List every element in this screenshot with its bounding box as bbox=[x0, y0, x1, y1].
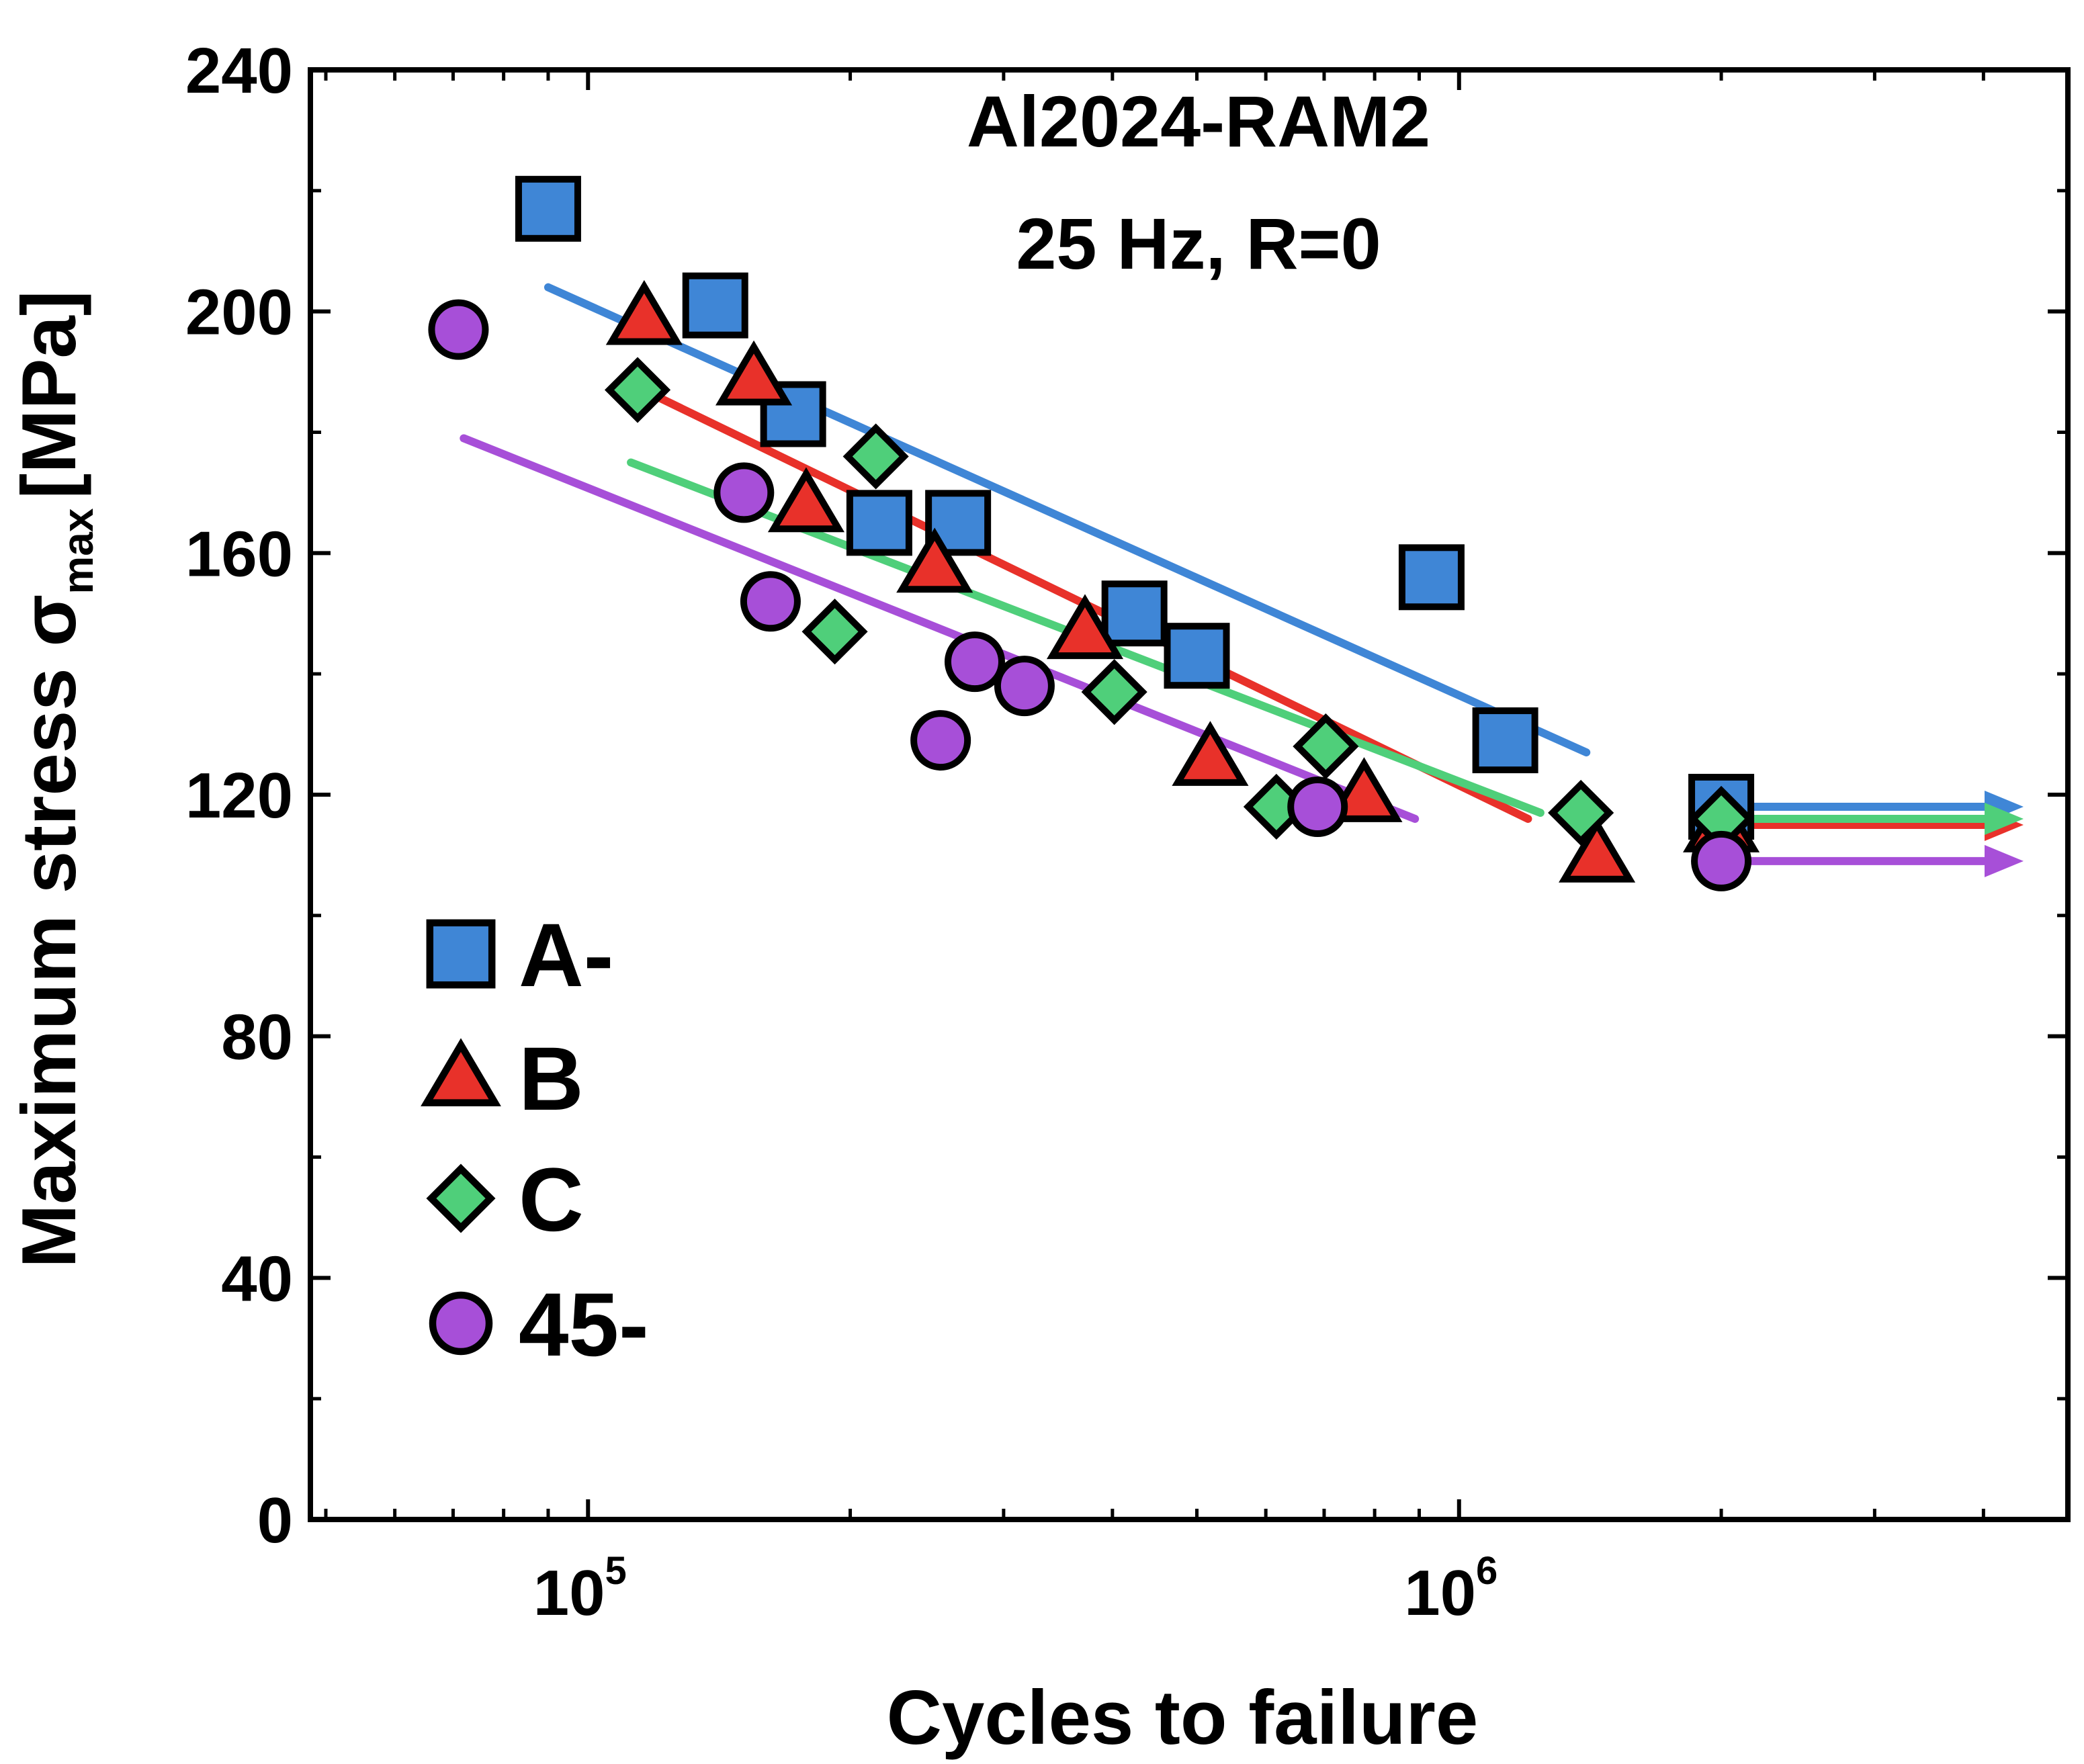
data-point-45 bbox=[944, 631, 1005, 693]
data-point-a bbox=[846, 490, 912, 556]
x-tick-exponent: 5 bbox=[605, 1549, 627, 1593]
data-point-b bbox=[1046, 594, 1124, 660]
legend-marker-c bbox=[426, 1163, 496, 1233]
data-point-45 bbox=[740, 571, 801, 632]
y-tick-label: 240 bbox=[185, 35, 293, 107]
legend-label-c: C bbox=[519, 1150, 584, 1250]
x-tick-exponent: 6 bbox=[1476, 1549, 1497, 1593]
data-point-c bbox=[842, 423, 909, 490]
data-point-b bbox=[896, 527, 973, 593]
data-point-a bbox=[1164, 623, 1230, 689]
data-point-45 bbox=[1691, 830, 1752, 891]
y-tick-label: 120 bbox=[185, 760, 293, 832]
y-axis-title-unit: [MPa] bbox=[7, 290, 92, 498]
runout-arrowhead-c bbox=[1985, 802, 2024, 835]
data-point-45 bbox=[994, 656, 1055, 717]
runout-arrows bbox=[1728, 790, 2024, 877]
fit-line-a bbox=[544, 283, 1591, 757]
x-tick-base: 10 bbox=[1404, 1557, 1476, 1629]
chart-title: Al2024-RAM2 bbox=[967, 81, 1430, 162]
fit-line-45 bbox=[460, 434, 1420, 823]
y-axis-title-subscript: max bbox=[54, 508, 102, 594]
data-point-45 bbox=[1287, 776, 1348, 837]
legend-marker-b bbox=[421, 1038, 501, 1106]
data-point-a bbox=[1398, 544, 1465, 611]
y-axis-title-main: Maximum stress σ bbox=[7, 594, 92, 1268]
data-point-a bbox=[1101, 580, 1168, 647]
data-point-45 bbox=[713, 462, 775, 523]
data-points bbox=[428, 175, 1760, 891]
x-tick-base: 10 bbox=[533, 1557, 605, 1629]
data-point-a bbox=[1472, 707, 1538, 774]
runout-arrowhead-45 bbox=[1985, 844, 2024, 877]
x-tick-label: 106 bbox=[1404, 1549, 1497, 1629]
data-point-b bbox=[767, 467, 844, 533]
x-axis-title: Cycles to failure bbox=[887, 1675, 1479, 1761]
data-point-b bbox=[715, 340, 793, 406]
y-tick-label: 40 bbox=[221, 1243, 293, 1315]
y-tick-label: 80 bbox=[221, 1002, 293, 1073]
legend-marker-45 bbox=[429, 1291, 493, 1356]
data-point-b bbox=[1326, 757, 1403, 822]
data-point-c bbox=[1293, 713, 1359, 780]
data-point-b bbox=[605, 279, 683, 345]
data-point-a bbox=[682, 272, 748, 339]
legend-label-b: B bbox=[519, 1029, 584, 1129]
y-axis-title: Maximum stress σmax [MPa] bbox=[7, 290, 102, 1268]
y-tick-label: 160 bbox=[185, 518, 293, 590]
data-point-c bbox=[1548, 779, 1614, 846]
legend-label-45: 45- bbox=[519, 1275, 649, 1375]
data-point-45 bbox=[428, 299, 489, 360]
data-point-c bbox=[604, 357, 671, 423]
data-point-c bbox=[1081, 659, 1147, 725]
y-tick-label: 0 bbox=[257, 1485, 293, 1556]
data-point-45 bbox=[910, 710, 971, 771]
data-point-a bbox=[515, 175, 581, 242]
data-point-b bbox=[1559, 818, 1636, 883]
data-point-b bbox=[1172, 721, 1249, 786]
legend: A- BC 45- bbox=[421, 906, 649, 1375]
legend-label-a: A- bbox=[519, 906, 613, 1006]
chart-subtitle: 25 Hz, R=0 bbox=[1016, 203, 1381, 284]
y-tick-label: 200 bbox=[185, 277, 293, 349]
legend-marker-a bbox=[426, 919, 496, 989]
x-tick-label: 105 bbox=[533, 1549, 627, 1629]
data-point-c bbox=[801, 599, 868, 665]
